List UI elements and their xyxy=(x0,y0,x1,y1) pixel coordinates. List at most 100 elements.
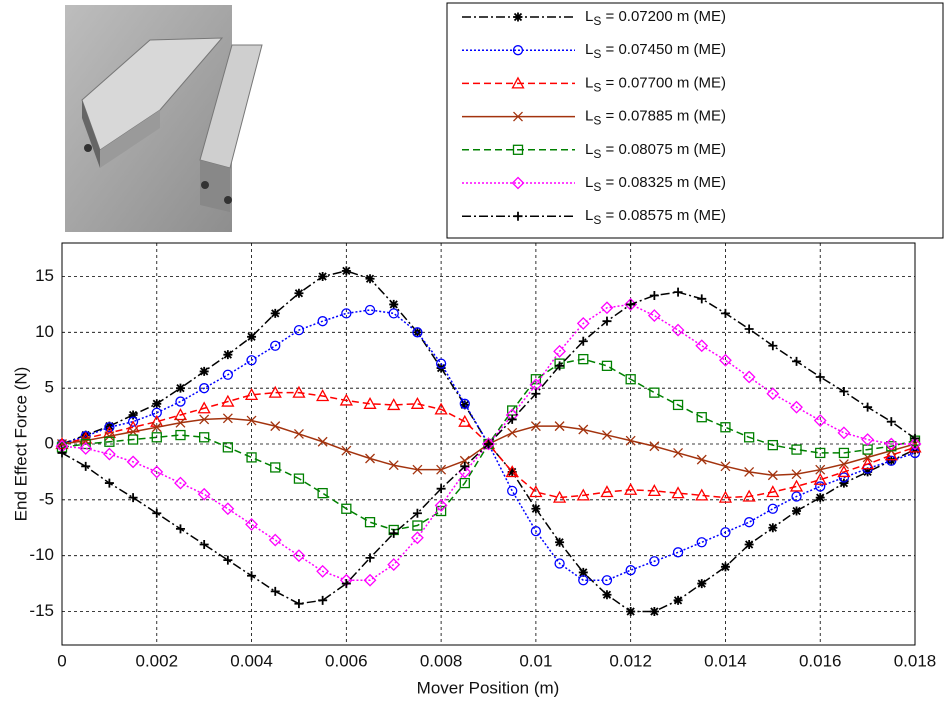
marker xyxy=(766,387,780,401)
marker xyxy=(57,448,67,458)
x-tick-label: 0.012 xyxy=(609,651,652,670)
marker xyxy=(104,436,115,447)
marker xyxy=(435,358,447,369)
marker xyxy=(222,369,234,380)
marker xyxy=(625,565,636,576)
marker xyxy=(861,433,875,446)
marker xyxy=(767,503,778,514)
marker xyxy=(531,389,541,399)
legend-marker xyxy=(513,211,523,221)
marker xyxy=(363,573,377,587)
marker xyxy=(80,438,91,450)
marker xyxy=(221,394,235,407)
marker xyxy=(365,274,375,284)
x-tick-label: 0.002 xyxy=(136,651,179,670)
marker xyxy=(199,383,210,394)
marker xyxy=(602,316,612,326)
marker xyxy=(434,402,448,415)
marker xyxy=(364,517,376,528)
marker xyxy=(482,437,495,451)
marker xyxy=(484,439,493,449)
marker xyxy=(863,467,873,477)
legend-label: LS = 0.07885 m (ME) xyxy=(585,108,726,128)
y-tick-label: 10 xyxy=(35,322,54,341)
marker xyxy=(270,308,280,318)
legend-label: LS = 0.07700 m (ME) xyxy=(585,74,726,94)
marker xyxy=(246,452,257,463)
marker xyxy=(222,442,234,453)
marker xyxy=(578,424,589,435)
marker xyxy=(555,361,565,371)
marker xyxy=(81,461,91,471)
marker xyxy=(458,414,472,427)
marker xyxy=(886,417,896,427)
marker xyxy=(530,525,542,537)
x-tick-label: 0.014 xyxy=(704,651,747,670)
marker xyxy=(318,595,328,605)
marker xyxy=(815,493,825,503)
marker xyxy=(459,477,470,489)
marker xyxy=(576,488,590,501)
x-tick-label: 0.016 xyxy=(799,651,842,670)
marker xyxy=(600,485,614,498)
marker xyxy=(128,493,138,503)
marker xyxy=(649,290,659,300)
marker xyxy=(626,607,636,616)
marker xyxy=(696,412,707,423)
marker xyxy=(293,324,305,336)
marker xyxy=(341,503,352,514)
marker xyxy=(578,575,589,586)
marker xyxy=(292,549,306,563)
marker xyxy=(720,562,730,572)
marker xyxy=(104,478,114,488)
marker xyxy=(790,400,803,414)
marker xyxy=(647,309,661,323)
marker xyxy=(175,396,186,407)
legend-label: LS = 0.08325 m (ME) xyxy=(585,174,726,194)
marker xyxy=(839,478,849,488)
marker xyxy=(649,607,659,616)
marker xyxy=(696,454,707,465)
marker xyxy=(742,489,756,502)
marker xyxy=(412,464,423,475)
marker xyxy=(104,422,115,433)
marker xyxy=(792,506,802,516)
marker xyxy=(578,336,588,346)
marker xyxy=(909,447,921,459)
marker xyxy=(766,485,780,498)
marker xyxy=(624,482,638,495)
marker xyxy=(744,540,754,549)
marker xyxy=(886,441,897,452)
marker xyxy=(197,401,211,414)
marker xyxy=(388,460,399,471)
marker xyxy=(673,447,684,458)
marker xyxy=(434,498,448,512)
marker xyxy=(815,372,825,382)
legend-marker xyxy=(512,144,524,155)
x-tick-label: 0.004 xyxy=(230,651,273,670)
legend-label: LS = 0.08075 m (ME) xyxy=(585,141,726,161)
marker xyxy=(221,502,235,516)
marker xyxy=(505,465,519,478)
legend-label: LS = 0.07450 m (ME) xyxy=(585,41,726,61)
marker xyxy=(696,537,707,548)
marker xyxy=(697,294,707,304)
marker xyxy=(387,398,401,411)
y-tick-label: 15 xyxy=(35,266,54,285)
y-tick-label: -10 xyxy=(29,545,54,564)
marker xyxy=(697,579,707,589)
marker xyxy=(365,453,375,464)
x-tick-label: 0 xyxy=(57,651,66,670)
marker xyxy=(128,410,138,420)
marker xyxy=(436,484,446,494)
marker xyxy=(720,308,730,318)
marker xyxy=(718,490,733,503)
marker xyxy=(908,437,922,451)
marker xyxy=(341,308,352,319)
marker xyxy=(388,308,399,319)
marker xyxy=(316,389,330,402)
marker xyxy=(601,575,613,586)
marker xyxy=(294,288,304,298)
marker xyxy=(672,399,684,411)
marker xyxy=(529,485,543,498)
